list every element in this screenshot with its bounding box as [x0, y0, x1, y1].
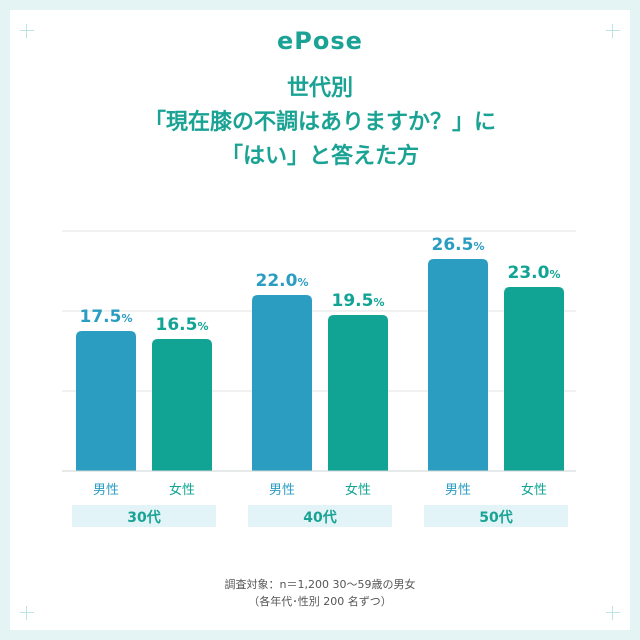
corner-mark-bottom-right [606, 606, 620, 620]
bar [252, 295, 312, 471]
group-label-strip [72, 505, 216, 527]
bar-chart: 30代 17.5% 男性 16.5% 女性 40代 22.0% 男性 19.5% 女性 50代 26.… [62, 230, 576, 527]
category-label: 女性 [521, 482, 547, 498]
category-label: 男性 [269, 483, 295, 498]
footnote-line-2: （各年代･性別 200 名ずつ） [248, 595, 392, 608]
chart-title: 世代別 「現在膝の不調はありますか？」に 「はい」と答えた方 [10, 72, 630, 174]
corner-mark-bottom-left [20, 606, 34, 620]
category-label: 女性 [345, 482, 371, 498]
data-label: 19.5% [332, 291, 385, 311]
category-label: 男性 [93, 483, 119, 498]
category-label: 男性 [445, 483, 471, 498]
title-line-1: 世代別 [286, 76, 353, 101]
corner-mark-top-left [20, 24, 34, 38]
group-label-strip [248, 505, 392, 527]
bar [76, 331, 136, 471]
group-label: 30代 [127, 509, 160, 526]
brand-logo: ePose [277, 27, 363, 55]
survey-footnote: 調査対象：n＝1,200 30〜59歳の男女 （各年代･性別 200 名ずつ） [10, 576, 630, 610]
footnote-line-1: 調査対象：n＝1,200 30〜59歳の男女 [224, 578, 416, 591]
chart-card: ePose 世代別 「現在膝の不調はありますか？」に 「はい」と答えた方 30代… [10, 10, 630, 630]
data-label: 26.5% [432, 235, 485, 255]
data-label: 23.0% [508, 263, 561, 283]
category-label: 女性 [169, 482, 195, 498]
corner-mark-top-right [606, 24, 620, 38]
title-line-3: 「はい」と答えた方 [220, 144, 419, 169]
group-label-strip [424, 505, 568, 527]
group-label: 40代 [303, 509, 336, 526]
bar [328, 315, 388, 471]
data-label: 22.0% [256, 271, 309, 291]
bar [152, 339, 212, 471]
group-label: 50代 [479, 509, 512, 526]
bar [428, 259, 488, 471]
data-label: 16.5% [156, 315, 209, 335]
title-line-2: 「現在膝の不調はありますか？」に [143, 110, 496, 135]
bar [504, 287, 564, 471]
data-label: 17.5% [80, 307, 133, 327]
